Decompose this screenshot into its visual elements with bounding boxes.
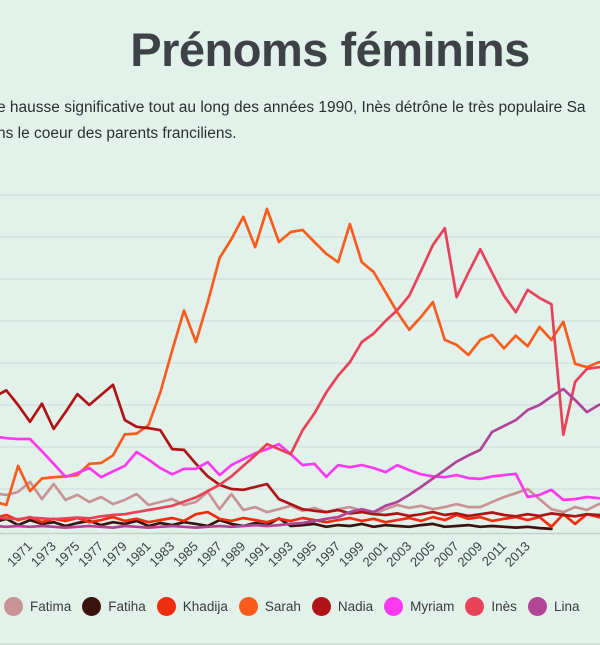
- legend-item-lina[interactable]: Lina: [527, 596, 580, 616]
- x-tick-label: 2005: [407, 539, 438, 570]
- chart-subtitle: e hausse significative tout au long des …: [0, 95, 600, 147]
- series-line-fatima: [0, 480, 600, 516]
- legend-item-khadija[interactable]: Khadija: [156, 596, 228, 616]
- subtitle-line-1: e hausse significative tout au long des …: [0, 99, 586, 116]
- legend-label: Khadija: [182, 598, 228, 614]
- legend-item-fatiha[interactable]: Fatiha: [82, 596, 146, 616]
- page-title: Prénoms féminins: [130, 23, 530, 76]
- series-line-sarah: [0, 207, 600, 507]
- legend-dot-icon: [465, 596, 485, 616]
- legend-dot-icon: [311, 596, 331, 616]
- x-tick-label: 1975: [51, 539, 82, 570]
- legend-label: Fatima: [30, 598, 72, 614]
- plot-area: 1971197319751977197919811983198519871989…: [0, 194, 600, 570]
- subtitle-line-2: ns le coeur des parents franciliens.: [0, 125, 237, 142]
- x-tick-label: 2007: [431, 539, 462, 570]
- legend-dot-icon: [4, 596, 23, 616]
- x-tick-label: 1981: [123, 539, 154, 570]
- x-tick-label: 1983: [146, 539, 177, 570]
- x-tick-label: 1977: [75, 539, 106, 570]
- legend-dot-icon: [527, 596, 547, 616]
- series-line-nadia: [0, 383, 600, 518]
- legend-item-inès[interactable]: Inès: [465, 596, 517, 616]
- legend-label: Inès: [491, 598, 517, 614]
- legend-label: Nadia: [337, 598, 374, 614]
- series-line-inès: [0, 226, 600, 521]
- series-line-lina: [0, 387, 600, 529]
- legend-label: Sarah: [264, 598, 301, 614]
- x-tick-label: 1993: [265, 539, 296, 570]
- series-line-myriam: [0, 435, 600, 502]
- legend-label: Lina: [553, 598, 580, 614]
- x-tick-label: 1971: [4, 539, 35, 570]
- legend-label: Fatiha: [108, 598, 146, 614]
- page-header: Prénoms féminins: [0, 22, 600, 77]
- x-tick-label: 2011: [479, 539, 509, 569]
- legend-dot-icon: [82, 596, 102, 616]
- x-tick-label: 1973: [28, 539, 59, 570]
- x-tick-label: 1991: [241, 539, 272, 570]
- x-tick-label: 2009: [454, 539, 485, 570]
- series-line-khadija: [0, 510, 600, 529]
- legend-item-sarah[interactable]: Sarah: [238, 596, 301, 616]
- x-tick-label: 2003: [383, 539, 414, 570]
- x-tick-label: 1999: [336, 539, 367, 570]
- legend-item-myriam[interactable]: Myriam: [384, 596, 455, 616]
- legend-dot-icon: [238, 596, 258, 616]
- x-tick-label: 1987: [194, 539, 225, 570]
- legend-item-fatima[interactable]: Fatima: [4, 596, 72, 616]
- x-tick-label: 1995: [288, 539, 319, 570]
- x-tick-label: 1989: [217, 539, 248, 570]
- chart-legend: Fatima Fatiha Khadija Sarah Nadia Myriam Inès L…: [0, 594, 600, 618]
- legend-label: Myriam: [410, 598, 455, 614]
- legend-item-nadia[interactable]: Nadia: [311, 596, 374, 616]
- legend-dot-icon: [384, 596, 404, 616]
- x-tick-label: 1985: [170, 539, 201, 570]
- x-tick-label: 1979: [99, 539, 130, 570]
- x-tick-label: 1997: [312, 539, 343, 570]
- legend-dot-icon: [156, 596, 176, 616]
- line-chart: 1971 1973 1975 1977 1979 1981 1983 1985 1987 1989…: [0, 178, 600, 573]
- x-tick-label: 2001: [360, 539, 391, 570]
- x-tick-label: 2013: [502, 539, 533, 570]
